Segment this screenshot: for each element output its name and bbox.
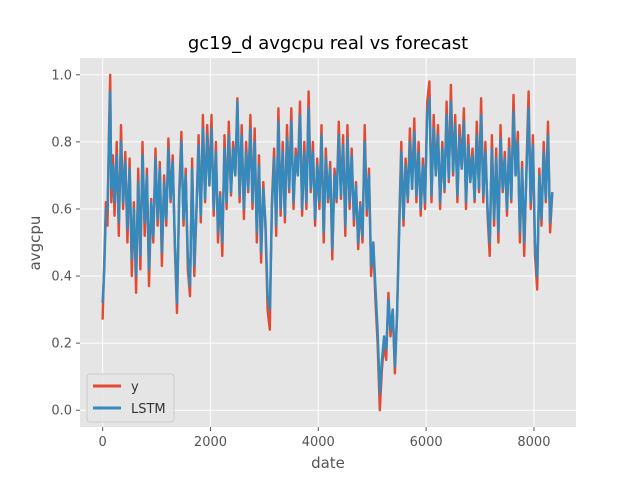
legend-label-lstm: LSTM <box>131 402 166 417</box>
x-tick-label: 4000 <box>302 435 335 450</box>
x-tick-label: 0 <box>99 435 107 450</box>
legend: y LSTM <box>86 373 175 423</box>
axis-ticks: 0 2000 4000 6000 8000 0.0 0.2 0.4 0.6 0.8 1.0 <box>51 68 550 450</box>
x-axis-label: date <box>311 454 345 472</box>
y-tick-label: 0.8 <box>51 135 72 150</box>
x-tick-label: 8000 <box>517 435 550 450</box>
y-tick-label: 0.2 <box>51 337 72 352</box>
x-tick-label: 6000 <box>410 435 443 450</box>
y-tick-label: 1.0 <box>51 68 72 83</box>
y-tick-label: 0.6 <box>51 202 72 217</box>
chart-title: gc19_d avgcpu real vs forecast <box>188 33 468 54</box>
series-lines <box>101 73 554 412</box>
legend-label-y: y <box>131 380 139 395</box>
y-axis-label: avgcpu <box>26 216 44 271</box>
y-tick-label: 0.4 <box>51 270 72 285</box>
y-tick-label: 0.0 <box>51 404 72 419</box>
series-line-lstm <box>101 90 554 395</box>
x-tick-label: 2000 <box>194 435 227 450</box>
